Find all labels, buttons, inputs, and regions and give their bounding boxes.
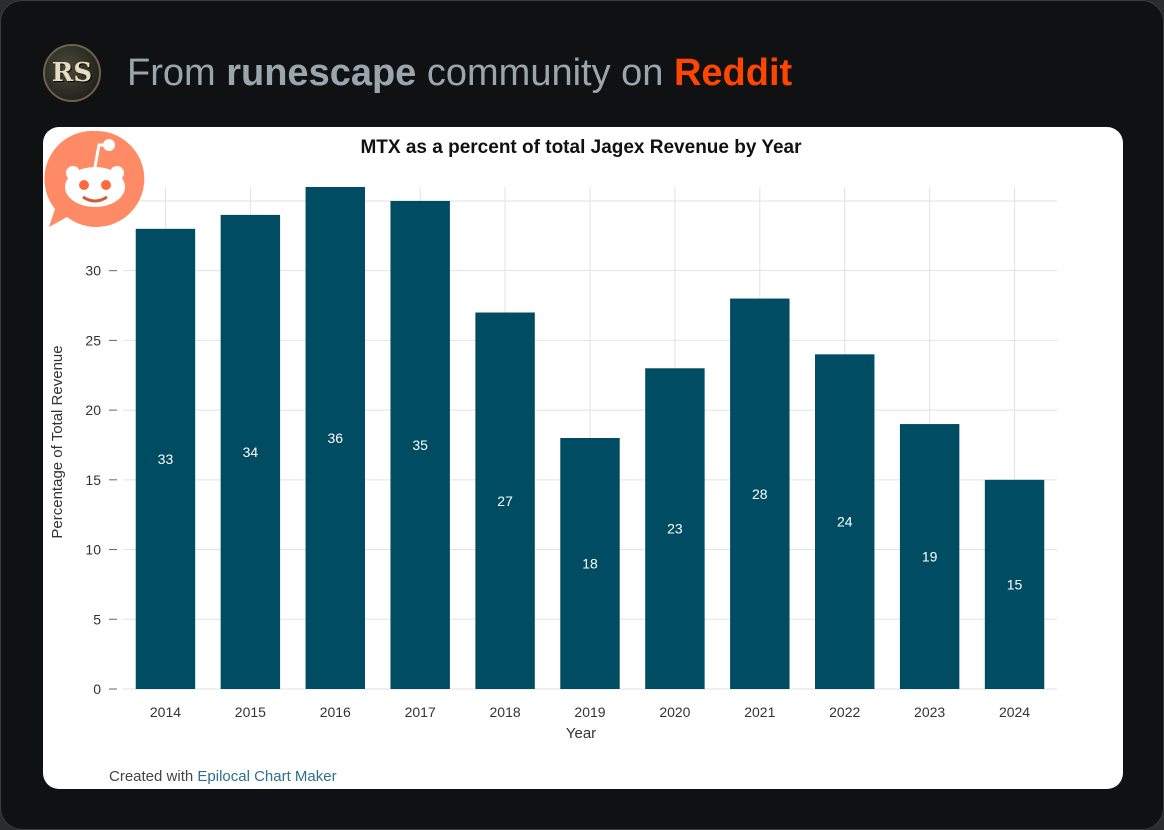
x-axis-label: Year [566,725,596,742]
bar-2023[interactable] [899,424,960,689]
bar-value-label: 27 [497,493,513,509]
chart-credit: Created with Epilocal Chart Maker [109,768,337,785]
bar-2015[interactable] [220,214,281,689]
bar-2024[interactable] [984,479,1045,689]
bar-2021[interactable] [730,298,790,689]
bar-2019[interactable] [560,438,620,689]
bar-2022[interactable] [815,354,875,689]
bar-2017[interactable] [390,200,450,689]
reddit-snoo-icon[interactable] [43,127,147,231]
x-tick-label: 2016 [320,704,351,720]
y-tick-label: 15 [85,472,101,488]
chart-card: MTX as a percent of total Jagex Revenue … [43,127,1123,789]
bar-value-label: 23 [667,521,683,537]
bar-2020[interactable] [645,368,705,689]
site-name[interactable]: Reddit [673,51,793,94]
y-axis-label: Percentage of Total Revenue [49,345,66,538]
bar-value-label: 28 [752,486,768,502]
y-tick-label: 25 [85,332,101,348]
credit-link[interactable]: Epilocal Chart Maker [197,768,337,785]
post-header: RS From runescape community on Reddit [43,43,792,103]
x-tick-label: 2015 [235,704,266,720]
header-middle: community on [426,51,664,94]
x-tick-label: 2018 [490,704,521,720]
header-prefix: From [127,51,216,94]
y-tick-label: 0 [93,681,101,697]
bar-2014[interactable] [135,228,196,689]
y-tick-label: 30 [85,263,101,279]
bar-value-label: 35 [412,437,428,453]
bar-value-label: 36 [327,430,343,446]
subreddit-name[interactable]: runescape [226,51,417,94]
bar-value-label: 15 [1007,576,1023,592]
x-tick-label: 2020 [659,704,690,720]
x-tick-label: 2017 [405,704,436,720]
bar-chart: MTX as a percent of total Jagex Revenue … [49,137,1057,742]
header-title: From runescape community on Reddit [127,52,792,95]
bar-value-label: 19 [922,549,938,565]
y-tick-label: 20 [85,402,101,418]
x-tick-label: 2024 [999,704,1030,720]
bar-value-label: 33 [158,451,174,467]
x-tick-label: 2022 [829,704,860,720]
y-tick-label: 10 [85,542,101,558]
runescape-logo[interactable]: RS [43,44,101,102]
x-tick-label: 2014 [150,704,181,720]
x-tick-label: 2023 [914,704,945,720]
bar-2018[interactable] [475,312,535,690]
credit-prefix: Created with [109,768,194,785]
bar-value-label: 34 [243,444,259,460]
chart-title: MTX as a percent of total Jagex Revenue … [360,137,802,158]
x-axis: 2014 2015 2016 2017 2018 2019 2020 2021 2022 2023… [150,704,1030,720]
x-tick-label: 2019 [574,704,605,720]
y-axis: 05101520253035 [85,193,117,697]
y-tick-label: 5 [93,611,101,627]
bars-group: 33 34 36 35 27 18 23 28 24 19 15 [135,187,1045,690]
x-tick-label: 2021 [744,704,775,720]
bar-2016[interactable] [305,187,365,689]
bar-value-label: 18 [582,556,598,572]
bar-value-label: 24 [837,514,853,530]
